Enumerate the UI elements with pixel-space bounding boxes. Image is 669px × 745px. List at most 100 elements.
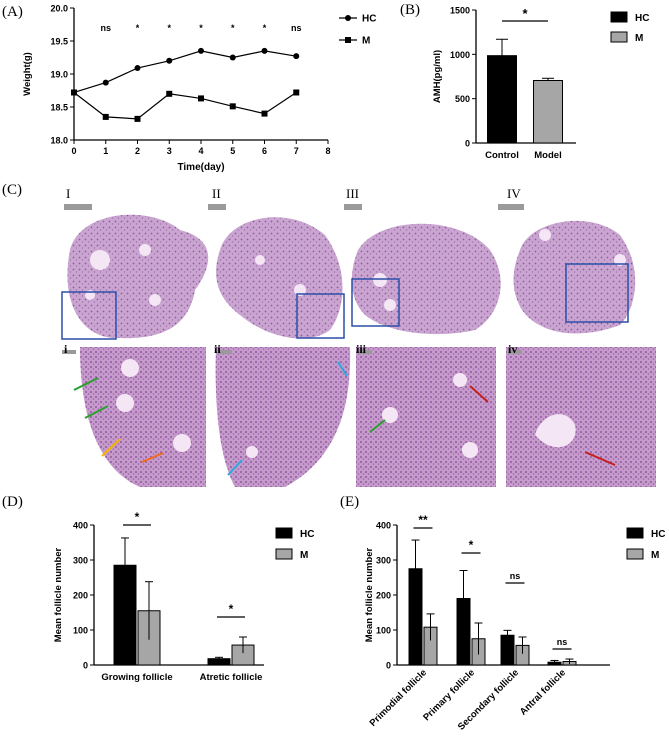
y-tick-label: 300 bbox=[376, 556, 391, 566]
x-tick-label: 5 bbox=[230, 146, 235, 156]
panel-label-b: (B) bbox=[400, 2, 420, 18]
point-HC bbox=[166, 57, 173, 64]
panel-label-c: (C) bbox=[2, 182, 22, 198]
x-tick-label: Primodial follicle bbox=[368, 667, 430, 729]
significance-mark: * bbox=[263, 23, 267, 33]
point-M bbox=[198, 95, 204, 102]
image-label-iv: iv bbox=[508, 342, 518, 356]
image-label-III: III bbox=[346, 186, 359, 201]
y-tick-label: 0 bbox=[83, 661, 88, 671]
significance-mark: ns bbox=[510, 571, 521, 581]
chart-e-follicles: 0 100 200 300 400 Mean follicle number ** Primo… bbox=[364, 513, 665, 733]
image-label-IV: IV bbox=[507, 186, 521, 201]
significance-mark: ** bbox=[418, 513, 428, 527]
significance-mark: ns bbox=[291, 23, 302, 33]
ovary-image-I bbox=[61, 204, 209, 340]
y-tick-label: 100 bbox=[376, 626, 391, 636]
x-tick-label: 3 bbox=[167, 146, 172, 156]
significance-mark: ns bbox=[100, 23, 111, 33]
y-tick-label: 18.5 bbox=[50, 103, 68, 113]
legend-label: HC bbox=[651, 529, 665, 540]
point-HC bbox=[293, 53, 300, 60]
x-tick-label: Growing follicle bbox=[101, 672, 172, 683]
x-tick-label: 8 bbox=[325, 146, 330, 156]
ovary-image-IV bbox=[498, 204, 636, 334]
y-tick-label: 100 bbox=[73, 626, 88, 636]
significance-mark: ns bbox=[557, 637, 568, 647]
chart-b-amh: 0 500 1000 1500 AMH(pg/ml) Control Model * HC M bbox=[432, 6, 649, 162]
y-axis-label: AMH(pg/ml) bbox=[432, 50, 443, 103]
significance-mark: * bbox=[522, 6, 528, 21]
legend-swatch bbox=[275, 548, 293, 560]
point-HC bbox=[134, 65, 141, 72]
image-label-i: i bbox=[64, 342, 68, 356]
y-tick-label: 300 bbox=[73, 556, 88, 566]
y-tick-label: 500 bbox=[455, 94, 470, 104]
image-label-ii: ii bbox=[214, 342, 221, 356]
zoom-image-iii bbox=[356, 347, 496, 487]
chart-d-follicles: 0 100 200 300 400 Mean follicle number * Growin… bbox=[53, 510, 314, 683]
panel-label-e: (E) bbox=[340, 494, 360, 510]
legend-label: HC bbox=[635, 13, 649, 24]
significance-mark: * bbox=[136, 23, 140, 33]
image-label-iii: iii bbox=[356, 342, 367, 356]
legend-swatch bbox=[275, 527, 293, 539]
y-tick-label: 200 bbox=[376, 591, 391, 601]
point-M bbox=[134, 115, 141, 122]
roi-box-I bbox=[61, 291, 117, 340]
significance-mark: * bbox=[469, 538, 474, 552]
point-HC bbox=[198, 47, 204, 54]
x-tick-label: Atretic follicle bbox=[200, 672, 263, 683]
significance-mark: * bbox=[167, 23, 171, 33]
series-line-HC bbox=[73, 50, 297, 94]
y-tick-label: 19.0 bbox=[50, 70, 68, 80]
chart-a-weight: 18.0 18.5 19.0 19.5 20.0 Weight(g) 0 1 2 3 4 5 6 7 8 Ti… bbox=[22, 4, 376, 174]
histology-panel bbox=[60, 190, 660, 490]
series-line-M bbox=[73, 91, 297, 120]
y-tick-label: 400 bbox=[73, 521, 88, 531]
legend-label: M bbox=[362, 36, 370, 47]
y-tick-label: 19.5 bbox=[50, 37, 68, 47]
point-HC bbox=[261, 47, 268, 54]
point-M bbox=[166, 90, 173, 97]
bar-control bbox=[487, 55, 517, 144]
ovary-image-II bbox=[208, 204, 345, 339]
zoom-image-i bbox=[60, 347, 206, 487]
y-tick-label: 18.0 bbox=[50, 136, 68, 146]
x-tick-label: 7 bbox=[294, 146, 299, 156]
y-tick-label: 400 bbox=[376, 521, 391, 531]
y-tick-label: 1000 bbox=[450, 50, 470, 60]
roi-box-II bbox=[296, 293, 345, 339]
image-label-II: II bbox=[212, 186, 221, 201]
significance-mark: * bbox=[199, 23, 203, 33]
y-tick-label: 1500 bbox=[450, 6, 470, 16]
y-tick-label: 0 bbox=[465, 139, 470, 149]
legend-label: HC bbox=[300, 529, 314, 540]
legend-marker bbox=[345, 37, 351, 43]
x-tick-label: Antral follicle bbox=[518, 667, 568, 717]
ovary-image-III bbox=[344, 204, 501, 335]
significance-mark: * bbox=[135, 510, 140, 524]
point-M bbox=[261, 110, 268, 117]
panel-label-a: (A) bbox=[2, 4, 23, 20]
legend-marker bbox=[345, 15, 351, 21]
bar-model bbox=[533, 79, 563, 144]
legend-swatch bbox=[610, 11, 628, 23]
y-axis-label: Weight(g) bbox=[22, 52, 33, 96]
legend-label: M bbox=[635, 33, 643, 44]
zoom-image-iv bbox=[506, 347, 656, 487]
y-axis-label: Mean follicle number bbox=[364, 547, 375, 642]
significance-mark: * bbox=[231, 23, 235, 33]
roi-box-IV bbox=[565, 263, 629, 323]
x-tick-label: 2 bbox=[135, 146, 140, 156]
point-HC bbox=[102, 79, 109, 86]
legend-swatch bbox=[610, 31, 628, 43]
legend-swatch bbox=[626, 527, 644, 539]
x-tick-label: Control bbox=[485, 150, 519, 161]
zoom-image-ii bbox=[215, 347, 351, 487]
legend-label: M bbox=[300, 550, 308, 561]
y-tick-label: 200 bbox=[73, 591, 88, 601]
x-axis-label: Time(day) bbox=[177, 162, 224, 173]
x-tick-label: 4 bbox=[198, 146, 203, 156]
x-tick-label: 0 bbox=[71, 146, 76, 156]
